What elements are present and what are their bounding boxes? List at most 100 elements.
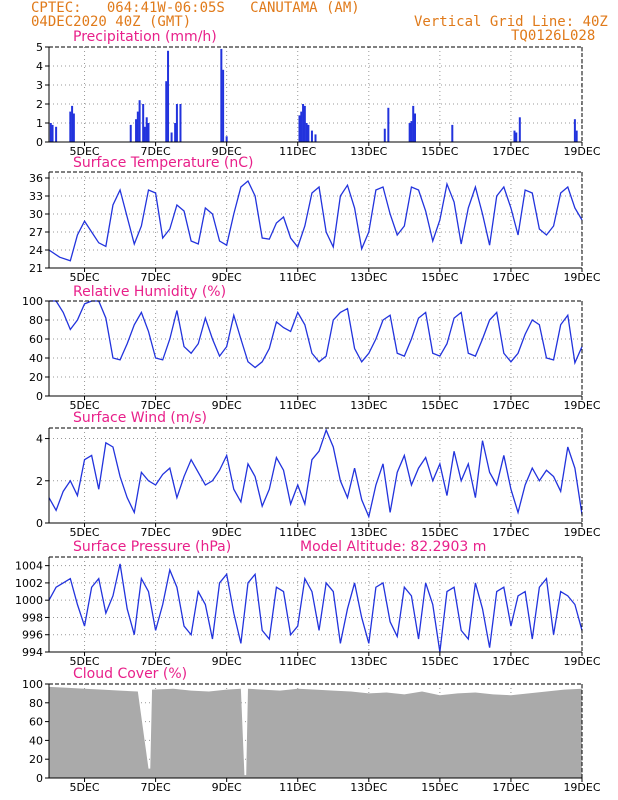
y-tick-label: 0 <box>36 517 43 530</box>
precip-bar <box>298 115 301 142</box>
x-tick-label: 13DEC <box>350 781 387 794</box>
x-tick-label: 15DEC <box>421 655 458 668</box>
precip-bar <box>72 113 75 142</box>
y-tick-label: 0 <box>36 136 43 149</box>
precip-bar <box>413 113 416 142</box>
x-tick-label: 19DEC <box>563 655 600 668</box>
precip-bar <box>303 105 306 142</box>
x-tick-label: 17DEC <box>492 781 529 794</box>
precip-bar <box>222 69 225 142</box>
x-tick-label: 5DEC <box>69 271 99 284</box>
x-tick-label: 7DEC <box>141 271 171 284</box>
series-line-wind <box>48 428 583 519</box>
x-tick-label: 15DEC <box>421 399 458 412</box>
precip-bar <box>69 111 72 142</box>
series-line-temp <box>48 179 583 262</box>
precip-bar <box>302 104 305 142</box>
x-tick-label: 19DEC <box>563 271 600 284</box>
header-line1: CPTEC: 064:41W-06:05S CANUTAMA (AM) <box>31 0 360 16</box>
wind-title: Surface Wind (m/s) <box>73 410 207 426</box>
y-tick-label: 1 <box>36 117 43 130</box>
precip-bar <box>225 136 228 142</box>
cloud-cover-area <box>49 686 582 778</box>
precip-bar <box>515 132 518 142</box>
y-tick-label: 20 <box>29 371 43 384</box>
series-line-rh <box>49 300 583 369</box>
precip-bar <box>387 107 390 142</box>
y-tick-label: 33 <box>29 190 43 203</box>
precip-bar <box>167 50 170 142</box>
y-tick-label: 36 <box>29 172 43 185</box>
x-tick-label: 19DEC <box>563 781 600 794</box>
x-tick-label: 13DEC <box>350 271 387 284</box>
cloud-title: Cloud Cover (%) <box>73 666 188 682</box>
precip-bar <box>129 124 132 142</box>
model-altitude-label: Model Altitude: 82.2903 m <box>300 539 487 555</box>
precip-bar <box>170 132 173 142</box>
x-tick-label: 13DEC <box>350 399 387 412</box>
precip-bar <box>573 119 576 142</box>
x-tick-label: 15DEC <box>421 145 458 158</box>
header-grid-note: Vertical Grid Line: 40Z <box>414 14 608 30</box>
precip-bar <box>179 104 182 142</box>
precip-bar <box>145 117 148 142</box>
y-tick-label: 27 <box>29 226 43 239</box>
x-tick-label: 5DEC <box>69 145 99 158</box>
x-tick-label: 11DEC <box>279 781 316 794</box>
precip-bar <box>412 105 415 142</box>
precip-bar <box>305 123 308 142</box>
precip-bar <box>314 134 317 142</box>
x-tick-label: 7DEC <box>141 145 171 158</box>
precip-bar <box>138 100 141 142</box>
x-tick-label: 7DEC <box>141 655 171 668</box>
x-tick-label: 5DEC <box>69 655 99 668</box>
y-tick-label: 24 <box>29 244 43 257</box>
y-tick-label: 4 <box>36 433 43 446</box>
y-tick-label: 40 <box>29 734 43 747</box>
y-tick-label: 40 <box>29 352 43 365</box>
precip-bar <box>51 124 54 142</box>
y-tick-label: 80 <box>29 697 43 710</box>
humidity-title: Relative Humidity (%) <box>73 284 227 300</box>
y-tick-label: 0 <box>36 390 43 403</box>
x-tick-label: 5DEC <box>69 399 99 412</box>
x-tick-label: 7DEC <box>141 781 171 794</box>
precip-bar <box>451 124 454 142</box>
precip-bar <box>310 130 313 142</box>
precip-bar <box>165 81 168 142</box>
x-tick-label: 19DEC <box>563 145 600 158</box>
y-tick-label: 994 <box>22 646 43 659</box>
x-tick-label: 15DEC <box>421 271 458 284</box>
y-tick-label: 100 <box>22 295 43 308</box>
precip-bar <box>175 104 178 142</box>
x-tick-label: 9DEC <box>212 655 242 668</box>
x-tick-label: 17DEC <box>492 526 529 539</box>
x-tick-label: 19DEC <box>563 526 600 539</box>
x-tick-label: 13DEC <box>350 526 387 539</box>
x-tick-label: 9DEC <box>212 781 242 794</box>
y-tick-label: 60 <box>29 716 43 729</box>
precip-bar <box>513 130 516 142</box>
x-tick-label: 9DEC <box>212 399 242 412</box>
y-tick-label: 2 <box>36 98 43 111</box>
x-tick-label: 13DEC <box>350 655 387 668</box>
y-tick-label: 1000 <box>15 594 43 607</box>
x-tick-label: 9DEC <box>212 271 242 284</box>
precip-bar <box>174 123 177 142</box>
header-line2: 04DEC2020 40Z (GMT) <box>31 14 192 30</box>
precip-bar <box>142 104 145 142</box>
y-tick-label: 1002 <box>15 577 43 590</box>
y-tick-label: 20 <box>29 753 43 766</box>
x-tick-label: 17DEC <box>492 655 529 668</box>
y-tick-label: 4 <box>36 60 43 73</box>
x-tick-label: 9DEC <box>212 145 242 158</box>
y-tick-label: 998 <box>22 611 43 624</box>
precip-bar <box>220 48 223 142</box>
y-tick-label: 5 <box>36 41 43 54</box>
x-tick-label: 19DEC <box>563 399 600 412</box>
x-tick-label: 13DEC <box>350 145 387 158</box>
precip-bar <box>143 126 146 142</box>
x-tick-label: 5DEC <box>69 526 99 539</box>
precip-bar <box>135 119 138 142</box>
